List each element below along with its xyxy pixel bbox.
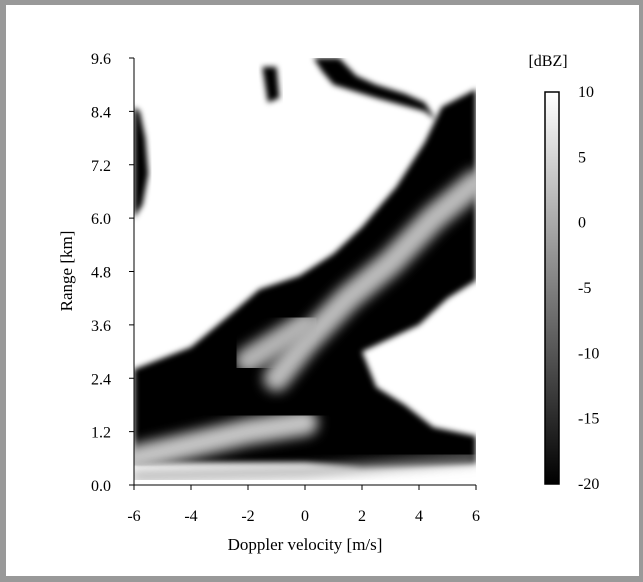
- y-tick-label: 0.0: [91, 478, 111, 495]
- colorbar-tick-label: 5: [578, 149, 586, 166]
- y-tick-label: 4.8: [91, 265, 111, 282]
- y-tick-label: 3.6: [91, 318, 111, 335]
- colorbar-tick-label: -5: [578, 280, 591, 297]
- x-tick-label: 0: [301, 508, 309, 525]
- y-tick-label: 6.0: [91, 211, 111, 228]
- x-tick-label: 6: [472, 508, 480, 525]
- lower-bright-arc: [235, 311, 318, 374]
- reflectivity-image: [134, 58, 476, 481]
- y-tick-label: 1.2: [91, 425, 111, 442]
- colorbar-tick-label: 0: [578, 215, 586, 232]
- y-tick-label: 2.4: [91, 371, 111, 388]
- top-echo-band: [313, 58, 448, 130]
- y-tick-label: 9.6: [91, 51, 111, 68]
- x-tick-label: -2: [241, 508, 254, 525]
- colorbar: [544, 91, 560, 485]
- colorbar-tick-label: -15: [578, 411, 599, 428]
- colorbar-unit-label: [dBZ]: [528, 53, 567, 70]
- top-echo-fragment: [262, 66, 280, 103]
- y-ticks: 0.0 1.2 2.4 3.6 4.8 6.0 7.2 8.4 9.6: [91, 51, 134, 495]
- colorbar-ticks: 10 5 0 -5 -10 -15 -20: [578, 84, 599, 493]
- x-ticks: -6 -4 -2 0 2 4 6: [127, 485, 480, 525]
- x-axis-title: Doppler velocity [m/s]: [228, 535, 383, 554]
- colorbar-tick-label: -20: [578, 476, 599, 493]
- colorbar-tick-label: 10: [578, 84, 594, 101]
- x-tick-label: -4: [184, 508, 197, 525]
- x-tick-label: -6: [127, 508, 140, 525]
- clear-air-echo-band: [134, 409, 318, 472]
- low-echo-region: [134, 89, 476, 468]
- y-axis-title: Range [km]: [57, 231, 76, 312]
- main-diagonal-echo: [263, 169, 476, 392]
- y-tick-label: 8.4: [91, 104, 111, 121]
- x-tick-label: 2: [358, 508, 366, 525]
- y-tick-label: 7.2: [91, 158, 111, 175]
- left-edge-echo: [134, 106, 149, 219]
- colorbar-tick-label: -10: [578, 345, 599, 362]
- x-tick-label: 4: [415, 508, 423, 525]
